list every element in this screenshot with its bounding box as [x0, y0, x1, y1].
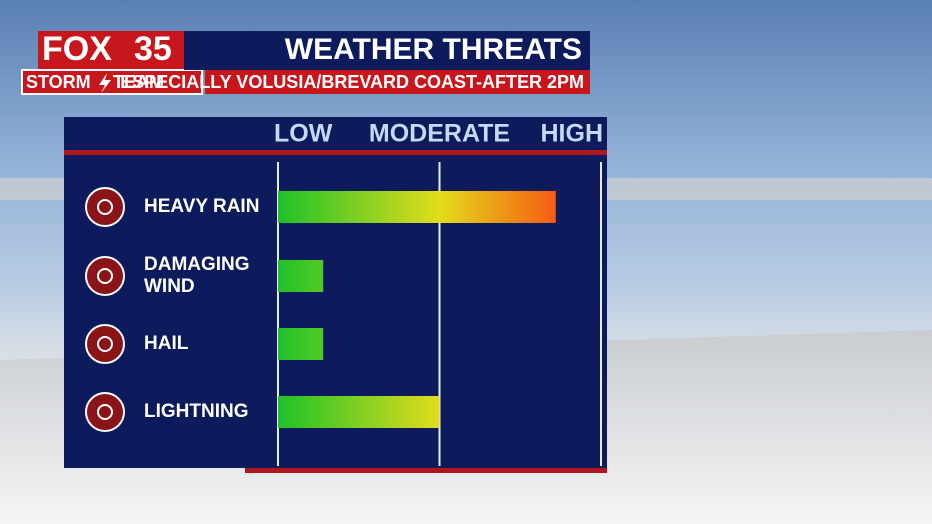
icon-circle — [85, 256, 125, 296]
bar — [278, 328, 324, 360]
icon-symbol — [97, 336, 113, 352]
chart-subtitle: ESPECIALLY VOLUSIA/BREVARD COAST-AFTER 2… — [120, 72, 584, 92]
category-label: DAMAGING WIND — [144, 254, 250, 297]
footer-rule — [245, 468, 607, 473]
team-right: TEAM — [113, 72, 164, 92]
chart-title: WEATHER THREATS — [285, 33, 582, 66]
bar — [278, 191, 556, 223]
subtitle-box — [205, 70, 590, 94]
icon-symbol — [97, 404, 113, 420]
team-left: STORM — [26, 72, 91, 92]
threat-icon — [85, 392, 125, 432]
threat-icon — [85, 256, 125, 296]
icons — [85, 187, 125, 432]
logo-box — [38, 31, 184, 69]
bolt-icon — [99, 73, 111, 93]
threat-icon — [85, 324, 125, 364]
team-box — [21, 69, 203, 95]
category-label: HEAVY RAIN — [144, 196, 260, 217]
category-label: HAIL — [144, 333, 189, 354]
logo-number: 35 — [134, 30, 172, 68]
icon-symbol — [97, 268, 113, 284]
bar — [278, 396, 440, 428]
title-box — [184, 31, 590, 70]
x-tick-label: HIGH — [541, 120, 604, 148]
x-tick-label: MODERATE — [369, 120, 510, 148]
icon-circle — [85, 187, 125, 227]
icon-symbol — [97, 199, 113, 215]
icon-circle — [85, 392, 125, 432]
x-tick-label: LOW — [274, 120, 333, 148]
threat-icon — [85, 187, 125, 227]
logo-brand: FOX — [42, 30, 112, 68]
icon-circle — [85, 324, 125, 364]
bar — [278, 260, 324, 292]
header-rule — [64, 150, 607, 155]
category-label: LIGHTNING — [144, 401, 249, 422]
